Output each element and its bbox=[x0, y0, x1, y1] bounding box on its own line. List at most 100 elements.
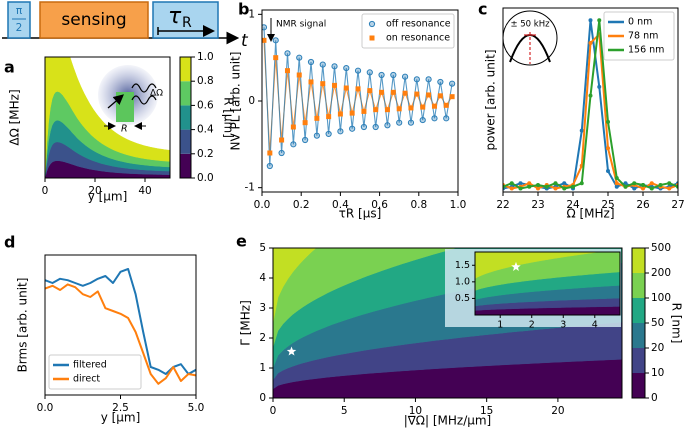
x-tick-label: 5 bbox=[341, 405, 348, 417]
point bbox=[308, 79, 314, 85]
x-axis-label: y [μm] bbox=[88, 190, 128, 204]
point bbox=[349, 110, 355, 116]
point bbox=[379, 89, 385, 95]
point bbox=[426, 92, 432, 98]
colorbar-tick-label: 0.6 bbox=[197, 99, 214, 111]
star bbox=[286, 346, 297, 356]
legend-label: 78 nm bbox=[628, 31, 658, 42]
x-tick-label: 22 bbox=[496, 199, 509, 211]
y-tick-label: 3 bbox=[259, 302, 266, 314]
inset-y-tick-label: 1.5 bbox=[455, 260, 470, 271]
x-tick-label: 0.4 bbox=[332, 199, 349, 211]
point bbox=[290, 124, 296, 130]
colorbar-tick-label: 0 bbox=[651, 392, 658, 404]
point bbox=[667, 186, 672, 191]
contour-band bbox=[475, 252, 602, 279]
colorbar-band bbox=[632, 298, 645, 323]
x-axis-label: y [μm] bbox=[101, 411, 141, 425]
colorbar-band bbox=[632, 273, 645, 298]
annotation: NMR signal bbox=[276, 20, 326, 30]
panel-letter: c bbox=[478, 0, 487, 19]
point bbox=[623, 184, 628, 189]
legend-box bbox=[361, 13, 455, 49]
point bbox=[284, 68, 290, 74]
point bbox=[544, 184, 549, 189]
x-tick-label: 20 bbox=[551, 405, 564, 417]
colorbar-tick-label: 20 bbox=[651, 342, 664, 354]
point bbox=[623, 181, 628, 186]
x-axis-label: |∇Ω| [MHz/μm] bbox=[404, 414, 492, 428]
y-axis-label: Brms [arb. unit] bbox=[16, 278, 30, 373]
point bbox=[355, 86, 361, 92]
colorbar-band bbox=[632, 348, 645, 373]
point bbox=[606, 146, 610, 151]
point bbox=[319, 61, 326, 68]
point bbox=[419, 116, 426, 124]
x-tick-label: 20 bbox=[88, 185, 101, 197]
point bbox=[527, 184, 532, 189]
point bbox=[579, 181, 584, 186]
colorbar-tick-label: 1.0 bbox=[197, 51, 214, 63]
point bbox=[354, 67, 362, 74]
point bbox=[390, 89, 396, 95]
x-tick-label: 0 bbox=[270, 405, 277, 417]
point bbox=[402, 90, 408, 96]
point bbox=[373, 107, 379, 113]
plot-area bbox=[503, 18, 678, 191]
legend-marker bbox=[368, 20, 376, 28]
point bbox=[425, 76, 432, 83]
x-tick-label: 10 bbox=[409, 405, 422, 417]
point bbox=[372, 123, 379, 131]
pulse-box bbox=[7, 1, 31, 39]
point bbox=[553, 181, 558, 186]
y-tick-label: 4 bbox=[259, 272, 266, 284]
legend-box bbox=[603, 11, 675, 61]
point bbox=[449, 94, 455, 100]
star bbox=[511, 261, 521, 271]
series-line bbox=[263, 40, 453, 154]
pulse-numerator: π bbox=[16, 5, 23, 17]
point bbox=[407, 119, 415, 126]
legend-label: on resonance bbox=[386, 33, 450, 44]
inset-x-tick-label: 1 bbox=[497, 320, 503, 331]
panel-letter: e bbox=[236, 232, 247, 251]
colorbar-tick-label: 200 bbox=[651, 267, 671, 279]
point bbox=[384, 122, 391, 129]
x-tick-label: 0.2 bbox=[293, 199, 310, 211]
point bbox=[509, 181, 514, 186]
point bbox=[413, 76, 420, 83]
point bbox=[349, 125, 356, 132]
point bbox=[614, 184, 619, 189]
inset-wave bbox=[131, 95, 157, 105]
colorbar-band bbox=[180, 153, 191, 178]
x-tick-label: 40 bbox=[138, 185, 151, 197]
inset-label: ± 50 kHz bbox=[510, 20, 550, 30]
point bbox=[302, 136, 309, 144]
point bbox=[597, 84, 602, 89]
point bbox=[431, 115, 438, 122]
x-tick-label: 27 bbox=[671, 199, 684, 211]
point bbox=[267, 150, 273, 156]
point bbox=[614, 175, 619, 180]
x-axis-label: Ω [MHz] bbox=[566, 207, 614, 221]
colorbar-tick-label: 50 bbox=[651, 317, 664, 329]
y-tick-label: 5 bbox=[259, 242, 266, 254]
legend-label: direct bbox=[73, 374, 100, 385]
point bbox=[378, 71, 385, 79]
sensing-box bbox=[39, 1, 149, 39]
y-tick-label: -1 bbox=[245, 182, 255, 194]
point bbox=[588, 41, 593, 46]
inset-region bbox=[116, 92, 134, 122]
x-tick-label: 0 bbox=[42, 185, 49, 197]
x-tick-label: 15 bbox=[480, 405, 493, 417]
point bbox=[401, 73, 409, 80]
point bbox=[614, 181, 619, 186]
point bbox=[326, 114, 332, 120]
point bbox=[332, 82, 338, 88]
x-tick-label: 0.6 bbox=[371, 199, 388, 211]
point bbox=[366, 69, 373, 76]
plot-frame bbox=[44, 56, 171, 179]
point bbox=[279, 137, 285, 143]
x-tick-label: 25 bbox=[601, 199, 614, 211]
inset-x-tick-label: 2 bbox=[529, 320, 535, 331]
